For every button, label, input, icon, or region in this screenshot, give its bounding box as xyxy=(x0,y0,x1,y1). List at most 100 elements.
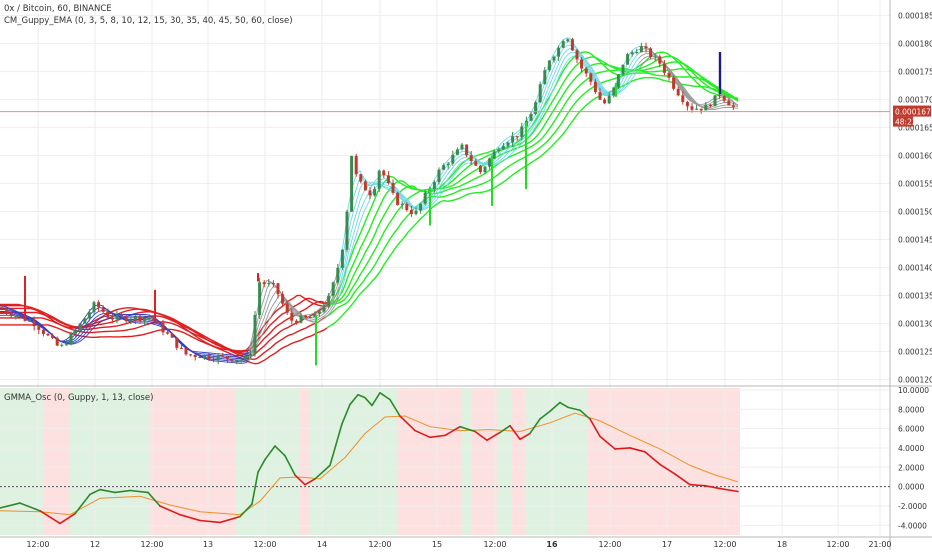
candle-body xyxy=(189,354,193,356)
candle-body xyxy=(253,315,257,354)
guppy-long-ribbon-1-1 xyxy=(326,55,739,305)
candle-body xyxy=(340,249,344,268)
candle-body xyxy=(78,323,82,331)
osc-main-seg-14 xyxy=(219,515,241,524)
candle-body xyxy=(5,309,9,313)
candle-body xyxy=(727,100,731,106)
candle-body xyxy=(37,326,41,330)
osc-band-9 xyxy=(472,388,497,535)
candle-body xyxy=(667,72,671,78)
candle-body xyxy=(534,102,538,114)
candle xyxy=(317,310,321,317)
osc-main-seg-10 xyxy=(147,491,161,507)
candle xyxy=(400,201,404,210)
osc-tick-label-1: 8.0000 xyxy=(898,405,924,414)
candle-body xyxy=(561,41,565,48)
current-price-label: 0.00016786 xyxy=(895,108,932,117)
candle-body xyxy=(32,320,36,327)
candle-body xyxy=(405,203,409,211)
candle-body xyxy=(193,354,197,357)
candle-body xyxy=(51,335,55,338)
candle xyxy=(363,179,367,191)
osc-main-seg-56 xyxy=(704,484,721,490)
candle-body xyxy=(46,333,50,336)
candle-body xyxy=(501,145,505,150)
candle-body xyxy=(446,163,450,166)
candle-body xyxy=(718,95,722,97)
candle-body xyxy=(626,54,630,65)
candle-body xyxy=(635,52,639,54)
candle-body xyxy=(492,151,496,159)
candle-body xyxy=(543,70,547,85)
candle xyxy=(612,86,616,98)
candle-body xyxy=(115,314,119,320)
osc-tick-label-6: -2.0000 xyxy=(898,502,927,511)
time-label-6: 12:00 xyxy=(368,540,391,549)
candle-body xyxy=(400,203,404,205)
candle xyxy=(557,45,561,61)
candle xyxy=(377,169,381,193)
candle xyxy=(662,60,666,76)
candle xyxy=(64,340,68,346)
time-label-10: 12:00 xyxy=(598,540,621,549)
candle-body xyxy=(497,149,501,152)
candle xyxy=(506,141,510,148)
candle-body xyxy=(451,154,455,164)
candle xyxy=(106,308,110,319)
candle xyxy=(299,312,303,324)
candle xyxy=(248,349,252,359)
candle xyxy=(74,328,78,338)
candle xyxy=(593,79,597,95)
candle xyxy=(685,100,689,111)
candle xyxy=(488,157,492,170)
osc-main-seg-47 xyxy=(579,409,591,420)
candle-body xyxy=(511,136,515,143)
candle-body xyxy=(166,332,170,334)
osc-main-seg-1 xyxy=(0,502,21,509)
candle-body xyxy=(391,182,395,193)
candle xyxy=(405,202,409,212)
guppy-indicator-legend: CM_Guppy_EMA (0, 3, 5, 8, 10, 12, 15, 30… xyxy=(4,16,293,26)
candle-body xyxy=(373,188,377,196)
candle xyxy=(322,303,326,313)
candle xyxy=(0,305,4,310)
price-tick-label-1: 0.00018000 xyxy=(898,40,932,49)
osc-main-seg-29 xyxy=(371,392,381,407)
candle-body xyxy=(515,136,519,138)
guppy-short-ribbon-5-1 xyxy=(248,297,340,362)
osc-main-seg-17 xyxy=(257,458,266,473)
candle-body xyxy=(9,312,13,317)
candle-body xyxy=(267,283,271,285)
candle-body xyxy=(345,211,349,250)
candle xyxy=(193,353,197,361)
candle xyxy=(147,314,151,321)
candle-body xyxy=(621,64,625,75)
osc-band-5 xyxy=(300,388,310,535)
candle-body xyxy=(649,48,653,58)
time-label-9: 16 xyxy=(546,540,558,549)
candle-body xyxy=(336,267,340,283)
osc-main-seg-46 xyxy=(567,406,581,412)
candle xyxy=(635,48,639,55)
candle xyxy=(561,39,565,49)
candle-body xyxy=(469,155,473,162)
candle xyxy=(313,311,317,318)
candle-body xyxy=(409,210,413,215)
candle xyxy=(575,49,579,64)
candle-body xyxy=(363,181,367,191)
candle xyxy=(653,53,657,62)
osc-main-seg-3 xyxy=(39,510,61,525)
candle-body xyxy=(630,52,634,55)
osc-main-seg-30 xyxy=(379,392,391,401)
candle-body xyxy=(460,144,464,150)
price-tick-label-0: 0.00018500 xyxy=(898,12,932,21)
candle xyxy=(442,163,446,171)
candle-body xyxy=(506,142,510,146)
candle-body xyxy=(722,96,726,101)
osc-main-seg-45 xyxy=(559,401,569,409)
candle xyxy=(359,173,363,184)
candle xyxy=(497,147,501,154)
candle-body xyxy=(60,344,64,346)
candle xyxy=(589,72,593,86)
